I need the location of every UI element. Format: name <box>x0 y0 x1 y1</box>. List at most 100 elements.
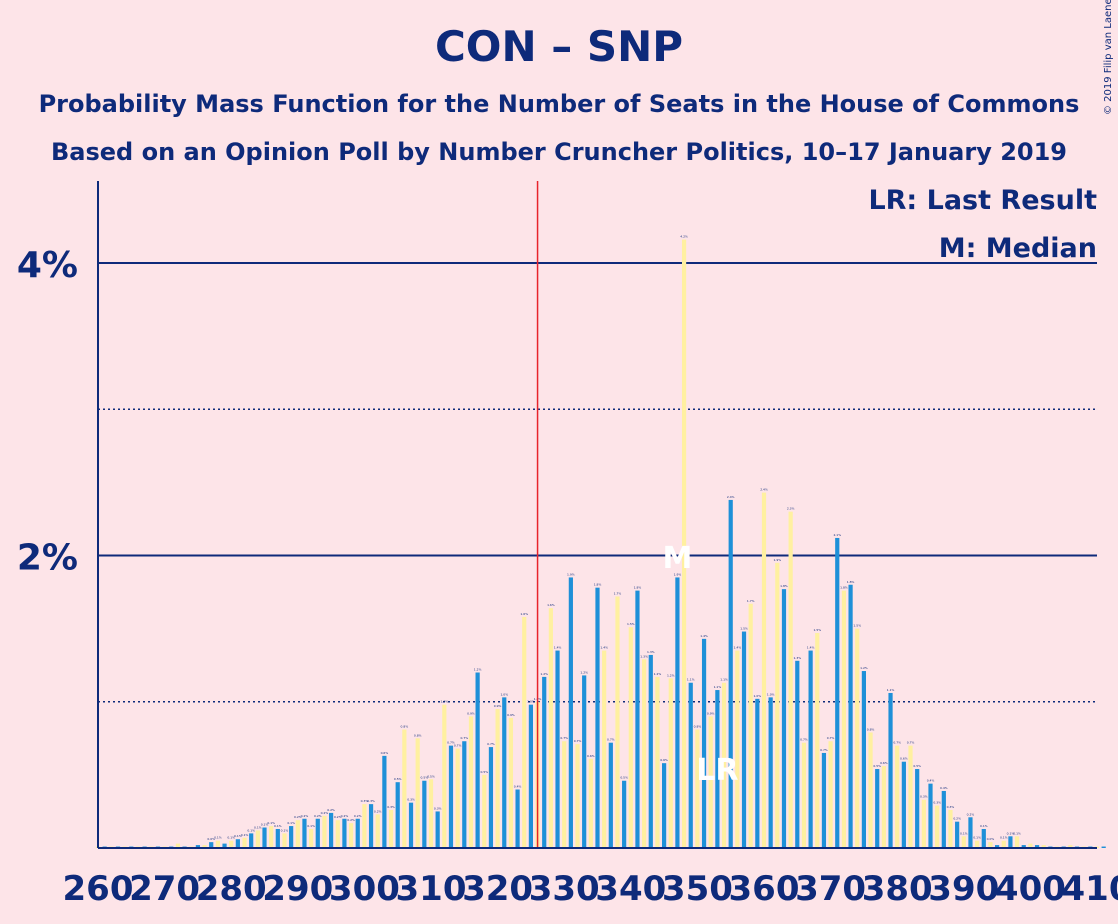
bar-300 <box>362 804 367 849</box>
bar-375 <box>861 671 866 848</box>
bar-label-309: 0.5% <box>421 776 429 780</box>
bar-label-305: 0.5% <box>394 777 402 781</box>
bar-label-336: 1.4% <box>600 646 608 650</box>
bar-label-356: 1.4% <box>734 646 742 650</box>
bar-label-324: 1.6% <box>520 612 528 616</box>
bar-label-297: 0.2% <box>341 814 349 818</box>
bar-label-391: 0.2% <box>967 812 975 816</box>
bar-label-308: 0.8% <box>414 733 422 737</box>
bar-label-316: 0.9% <box>467 711 475 715</box>
bar-380 <box>895 745 900 849</box>
bar-label-277: 0.0% <box>207 837 215 841</box>
bar-label-343: 1.3% <box>647 650 655 654</box>
bar-382 <box>908 745 913 849</box>
bar-301 <box>368 804 374 849</box>
bar-label-321: 1.0% <box>500 692 508 696</box>
bar-357 <box>741 631 747 848</box>
bar-label-379: 1.1% <box>887 688 895 692</box>
bar-316 <box>468 716 474 849</box>
bar-label-280: 0.1% <box>227 836 235 840</box>
bar-label-292: 0.1% <box>307 824 315 828</box>
x-tick-label: 290 <box>262 869 333 909</box>
bar-label-340: 1.5% <box>627 622 635 626</box>
bar-391 <box>968 817 973 848</box>
bar-label-322: 0.9% <box>507 713 515 717</box>
bar-295 <box>329 812 334 848</box>
bar-363 <box>781 589 787 848</box>
bar-411 <box>1101 846 1106 848</box>
bar-385 <box>928 783 933 848</box>
axes: 2% 4% 260270280290300310320330340350360370… <box>17 181 1118 909</box>
bar-label-311: 0.3% <box>434 806 442 810</box>
bar-label-287: 0.1% <box>274 824 282 828</box>
bar-label-320: 0.9% <box>494 704 502 708</box>
x-tick-label: 350 <box>662 869 733 909</box>
bar-398 <box>1014 836 1020 848</box>
bar-label-372: 1.8% <box>840 586 848 590</box>
bar-label-378: 0.6% <box>880 761 888 765</box>
bar-label-342: 1.3% <box>640 654 648 658</box>
bar-label-295: 0.2% <box>327 808 335 812</box>
bar-337 <box>608 742 613 848</box>
bar-289 <box>289 826 294 848</box>
bar-label-332: 0.7% <box>574 739 582 743</box>
bar-329 <box>555 650 560 848</box>
bar-324 <box>522 616 527 848</box>
bar-label-291: 0.2% <box>301 814 309 818</box>
bar-390 <box>961 836 966 848</box>
bar-328 <box>548 608 553 848</box>
bar-345 <box>662 763 667 848</box>
bar-309 <box>422 780 427 849</box>
bar-label-392: 0.1% <box>973 836 981 840</box>
bar-label-325: 1.0% <box>527 700 535 704</box>
bar-346 <box>668 678 673 848</box>
x-tick-label: 330 <box>529 869 600 909</box>
bar-318 <box>482 774 487 849</box>
bar-392 <box>975 840 980 848</box>
bar-label-327: 1.2% <box>540 672 548 676</box>
bar-label-331: 1.9% <box>567 572 575 576</box>
x-tick-label: 300 <box>329 869 400 909</box>
bar-342 <box>642 659 647 848</box>
bar-327 <box>542 676 547 848</box>
bar-label-278: 0.1% <box>214 836 222 840</box>
bar-label-369: 0.7% <box>820 748 828 752</box>
bar-361 <box>768 697 773 848</box>
bar-label-382: 0.7% <box>907 741 915 745</box>
bar-284 <box>255 830 260 848</box>
bar-334 <box>588 758 593 848</box>
bar-label-365: 1.3% <box>793 656 801 660</box>
bar-291 <box>302 818 307 848</box>
bar-304 <box>388 809 394 848</box>
bar-label-348: 4.2% <box>680 235 688 239</box>
bar-label-373: 1.8% <box>847 580 855 584</box>
bar-360 <box>761 492 767 848</box>
bar-325 <box>528 704 533 848</box>
x-tick-label: 320 <box>462 869 533 909</box>
bar-label-371: 2.1% <box>833 533 841 537</box>
bar-label-313: 0.7% <box>447 741 455 745</box>
bar-label-388: 0.3% <box>947 805 955 809</box>
bar-label-347: 1.9% <box>674 572 682 576</box>
bar-label-355: 2.4% <box>727 495 735 499</box>
bar-351 <box>701 638 707 848</box>
bar-355 <box>728 499 733 848</box>
bar-387 <box>941 790 946 848</box>
bar-label-281: 0.1% <box>234 834 242 838</box>
bar-321 <box>502 697 507 848</box>
bar-338 <box>615 596 620 848</box>
bar-311 <box>435 811 440 848</box>
overlays: M LR <box>536 181 738 848</box>
bar-275 <box>195 845 200 849</box>
bar-label-293: 0.2% <box>314 814 322 818</box>
bar-315 <box>462 741 467 848</box>
bar-396 <box>1001 840 1006 848</box>
bar-276 <box>202 845 207 849</box>
bar-label-286: 0.1% <box>267 821 275 825</box>
bar-label-354: 1.1% <box>720 678 728 682</box>
x-tick-label: 340 <box>595 869 666 909</box>
bar-label-282: 0.1% <box>241 833 249 837</box>
bar-label-290: 0.2% <box>294 815 302 819</box>
bar-282 <box>242 837 247 848</box>
